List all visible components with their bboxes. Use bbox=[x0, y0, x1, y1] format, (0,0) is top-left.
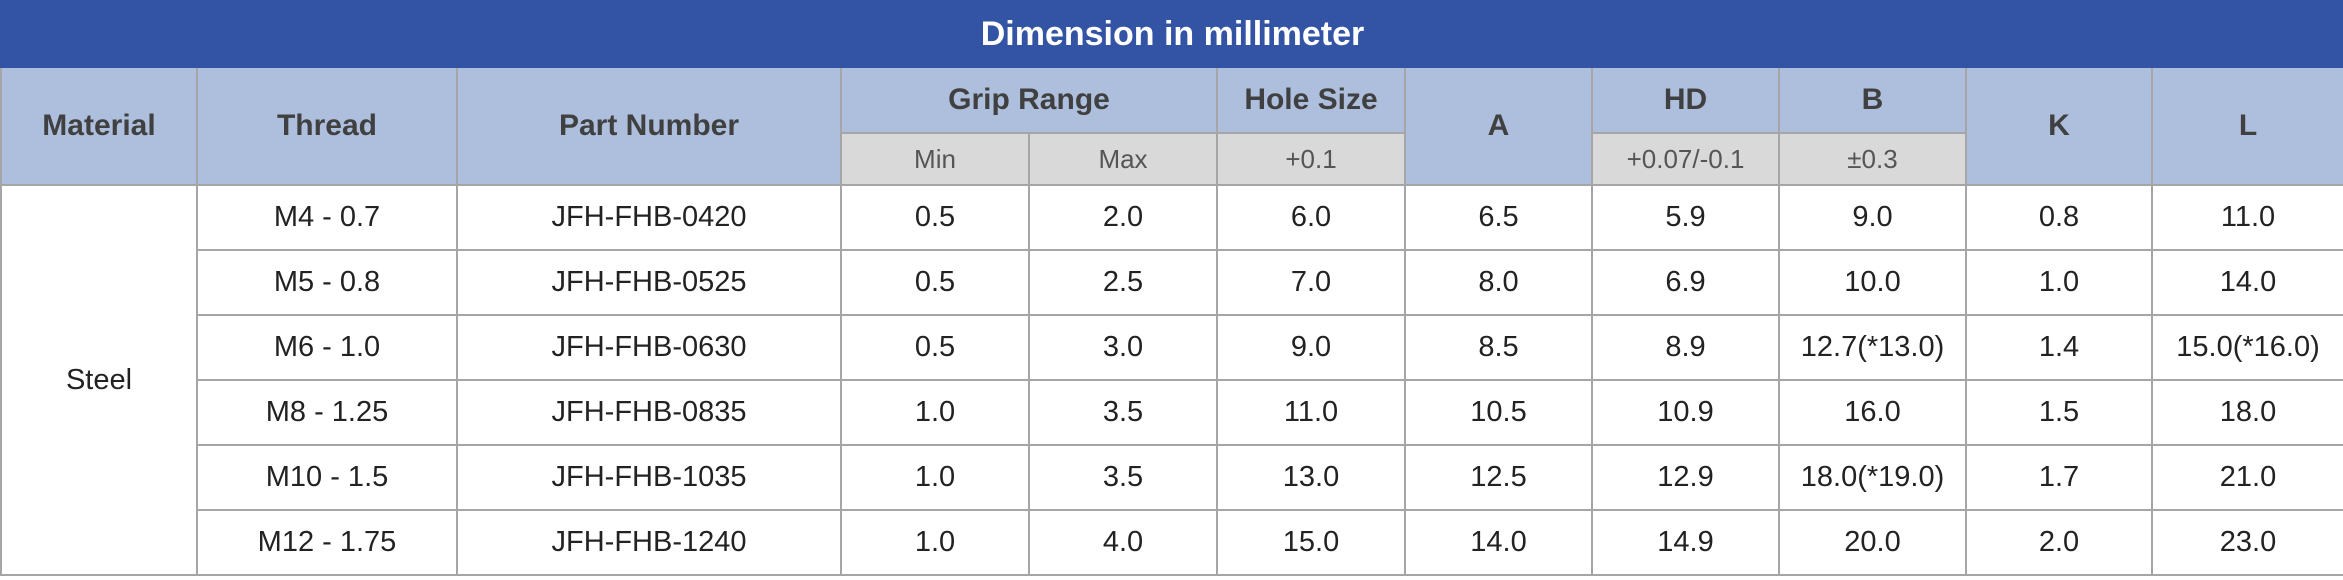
table-row: M10 - 1.5 JFH-FHB-1035 1.0 3.5 13.0 12.5 12.9 1… bbox=[1, 444, 2343, 511]
table-cell: JFH-FHB-0835 bbox=[456, 379, 842, 446]
subheader-cell: +0.1 bbox=[1216, 132, 1406, 186]
table-cell: JFH-FHB-0525 bbox=[456, 249, 842, 316]
table-row: M8 - 1.25 JFH-FHB-0835 1.0 3.5 11.0 10.5 10.9 1… bbox=[1, 379, 2343, 446]
subheader-cell: Max bbox=[1028, 132, 1218, 186]
table-cell: 9.0 bbox=[1216, 314, 1406, 381]
table-row: Steel M4 - 0.7 JFH-FHB-0420 0.5 2.0 6.0 6.5 5.9… bbox=[0, 184, 2343, 576]
table-cell: 11.0 bbox=[2150, 184, 2343, 251]
table-cell: 0.5 bbox=[840, 184, 1030, 251]
table-cell: 12.9 bbox=[1591, 444, 1780, 511]
table-body: Steel M4 - 0.7 JFH-FHB-0420 0.5 2.0 6.0 6.5 5.9… bbox=[0, 184, 2343, 576]
table-cell: 8.9 bbox=[1591, 314, 1780, 381]
table-cell: 10.5 bbox=[1404, 379, 1593, 446]
table-cell: 0.5 bbox=[840, 314, 1030, 381]
table-title: Dimension in millimeter bbox=[0, 0, 2343, 68]
table-cell: 9.0 bbox=[1778, 184, 1967, 251]
table-cell: 10.0 bbox=[1778, 249, 1967, 316]
table-cell: 1.0 bbox=[840, 509, 1030, 576]
table-cell: 12.5 bbox=[1404, 444, 1593, 511]
table-cell: 3.5 bbox=[1028, 379, 1218, 446]
table-cell: 3.0 bbox=[1028, 314, 1218, 381]
table-cell: 1.0 bbox=[1965, 249, 2153, 316]
table-cell: 1.0 bbox=[840, 379, 1030, 446]
table-cell: 14.0 bbox=[1404, 509, 1593, 576]
table-cell: 23.0 bbox=[2150, 509, 2343, 576]
table-cell: 20.0 bbox=[1778, 509, 1967, 576]
header-cell: Part Number bbox=[456, 66, 842, 186]
table-cell: 21.0 bbox=[2150, 444, 2343, 511]
table-cell: 1.4 bbox=[1965, 314, 2153, 381]
table-cell: JFH-FHB-0420 bbox=[456, 184, 842, 251]
table-cell: 1.0 bbox=[840, 444, 1030, 511]
table-cell: 14.0 bbox=[2150, 249, 2343, 316]
header-cell: Thread bbox=[196, 66, 458, 186]
subheader-cell: Min bbox=[840, 132, 1030, 186]
table-cell: 15.0 bbox=[1216, 509, 1406, 576]
table-cell: M4 - 0.7 bbox=[196, 184, 458, 251]
table-cell: 8.5 bbox=[1404, 314, 1593, 381]
table-cell: 6.9 bbox=[1591, 249, 1780, 316]
table-row: M6 - 1.0 JFH-FHB-0630 0.5 3.0 9.0 8.5 8.9 12.7(… bbox=[1, 314, 2343, 381]
table-cell: 1.5 bbox=[1965, 379, 2153, 446]
table-cell: M8 - 1.25 bbox=[196, 379, 458, 446]
table-cell: 4.0 bbox=[1028, 509, 1218, 576]
table-cell: 5.9 bbox=[1591, 184, 1780, 251]
table-cell: M6 - 1.0 bbox=[196, 314, 458, 381]
table-cell: 15.0(*16.0) bbox=[2150, 314, 2343, 381]
table-cell: 18.0 bbox=[2150, 379, 2343, 446]
table-cell: 2.0 bbox=[1028, 184, 1218, 251]
table-cell: M10 - 1.5 bbox=[196, 444, 458, 511]
table-row: M12 - 1.75 JFH-FHB-1240 1.0 4.0 15.0 14.0 14.9… bbox=[1, 509, 2343, 576]
table-cell: 12.7(*13.0) bbox=[1778, 314, 1967, 381]
table-cell: 2.5 bbox=[1028, 249, 1218, 316]
table-cell: 3.5 bbox=[1028, 444, 1218, 511]
table-cell: 10.9 bbox=[1591, 379, 1780, 446]
table-cell: 6.0 bbox=[1216, 184, 1406, 251]
header-cell: L bbox=[2150, 66, 2343, 186]
table-cell: JFH-FHB-1240 bbox=[456, 509, 842, 576]
header-cell: B bbox=[1778, 66, 1967, 134]
table-cell: 18.0(*19.0) bbox=[1778, 444, 1967, 511]
header-cell: Grip Range bbox=[840, 66, 1218, 134]
table-cell: 0.8 bbox=[1965, 184, 2153, 251]
header-cell: A bbox=[1404, 66, 1593, 186]
table-cell: 8.0 bbox=[1404, 249, 1593, 316]
table-row: M5 - 0.8 JFH-FHB-0525 0.5 2.5 7.0 8.0 6.9 10.0 1… bbox=[1, 249, 2343, 316]
table-cell: 7.0 bbox=[1216, 249, 1406, 316]
table-cell: JFH-FHB-1035 bbox=[456, 444, 842, 511]
table-cell: 1.7 bbox=[1965, 444, 2153, 511]
subheader-cell: +0.07/-0.1 bbox=[1591, 132, 1780, 186]
header-cell: Hole Size bbox=[1216, 66, 1406, 134]
table-cell: M12 - 1.75 bbox=[196, 509, 458, 576]
table-cell: 6.5 bbox=[1404, 184, 1593, 251]
header-cell: K bbox=[1965, 66, 2153, 186]
header-cell: Material bbox=[0, 66, 198, 186]
table-cell: 2.0 bbox=[1965, 509, 2153, 576]
table-cell: 0.5 bbox=[840, 249, 1030, 316]
table-cell: 13.0 bbox=[1216, 444, 1406, 511]
header-cell: HD bbox=[1591, 66, 1780, 134]
table-cell: 14.9 bbox=[1591, 509, 1780, 576]
table-cell: JFH-FHB-0630 bbox=[456, 314, 842, 381]
table-cell: Steel bbox=[0, 184, 198, 576]
table-cell: 16.0 bbox=[1778, 379, 1967, 446]
table-cell: 11.0 bbox=[1216, 379, 1406, 446]
table-cell: M5 - 0.8 bbox=[196, 249, 458, 316]
subheader-cell: ±0.3 bbox=[1778, 132, 1967, 186]
